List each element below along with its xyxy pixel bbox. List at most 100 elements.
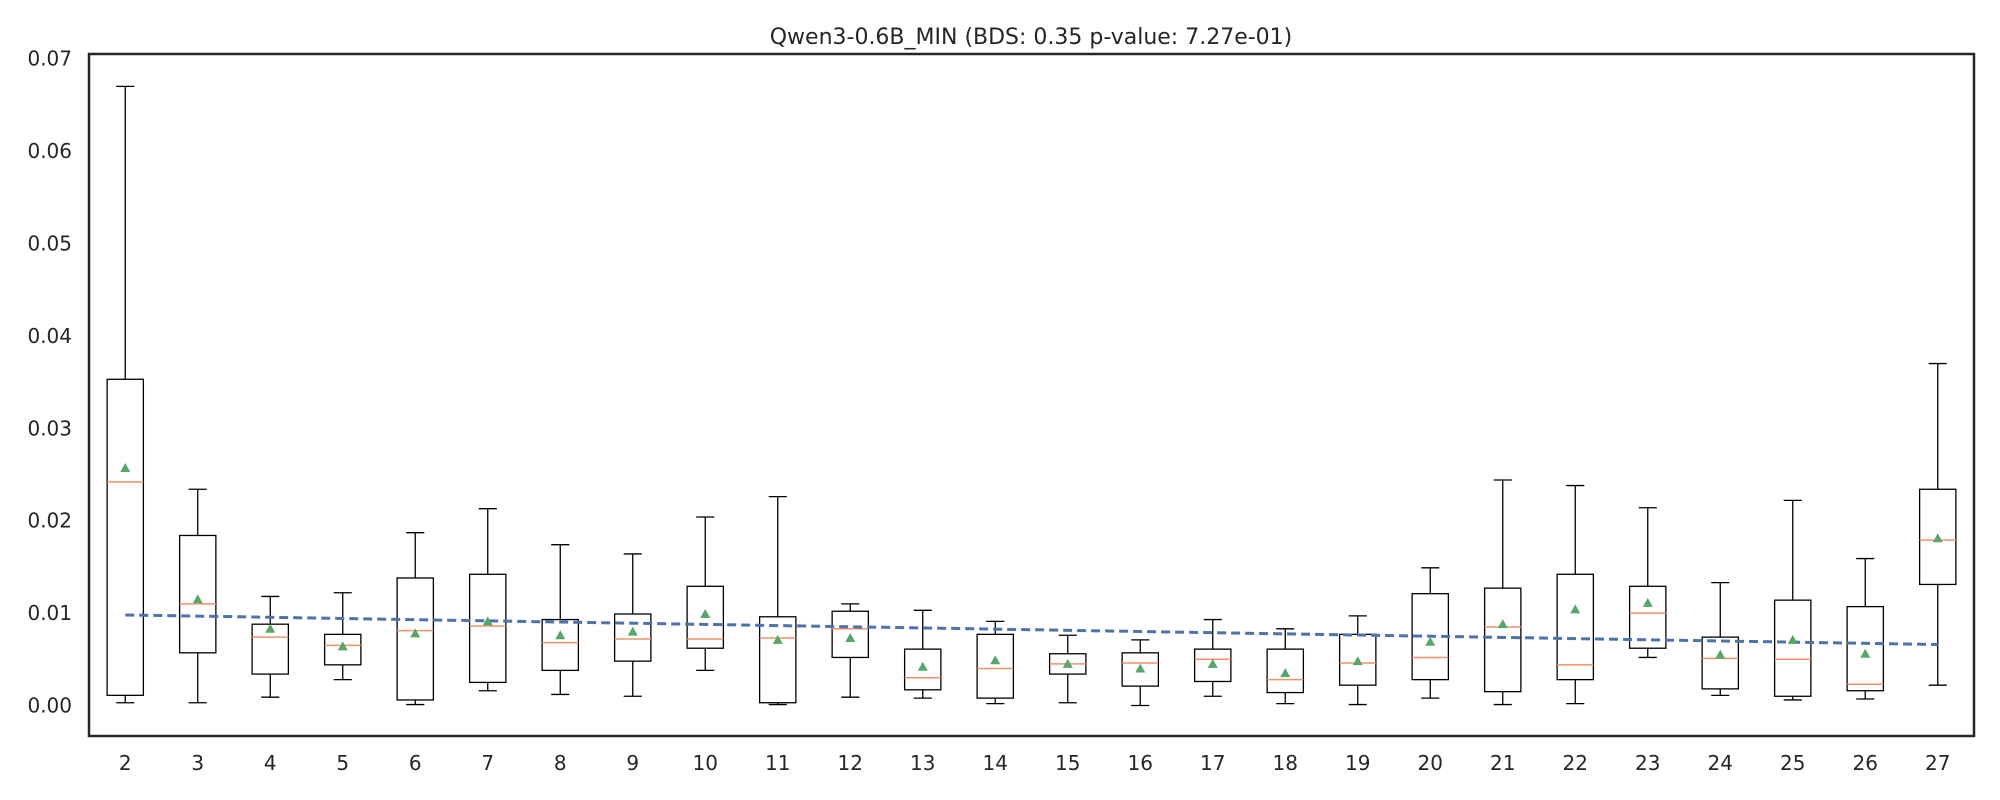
mean-marker	[192, 594, 203, 604]
box-body	[758, 616, 797, 704]
box-9	[613, 553, 652, 697]
x-tick-label: 21	[1490, 751, 1515, 775]
y-tick-label: 0.06	[27, 139, 72, 163]
box-11	[758, 496, 797, 706]
mean-marker	[1787, 634, 1798, 644]
box-body	[1918, 488, 1957, 586]
x-tick-label: 13	[910, 751, 935, 775]
box-12	[831, 603, 870, 698]
box-5	[323, 592, 362, 681]
boxes-layer	[106, 85, 1957, 707]
mean-marker	[1715, 649, 1726, 659]
mean-marker	[845, 633, 856, 643]
mean-marker	[1497, 619, 1508, 629]
x-tick-label: 9	[626, 751, 639, 775]
box-27	[1918, 362, 1957, 686]
box-body	[1483, 587, 1522, 693]
x-tick-label: 23	[1635, 751, 1660, 775]
mean-marker	[555, 630, 566, 640]
x-tick-label: 18	[1273, 751, 1298, 775]
y-tick-label: 0.07	[27, 47, 72, 71]
y-tick-label: 0.00	[27, 694, 72, 718]
box-body	[976, 633, 1015, 699]
mean-marker	[1352, 656, 1363, 666]
x-tick-label: 26	[1853, 751, 1878, 775]
x-tick-label: 4	[264, 751, 277, 775]
box-8	[541, 544, 580, 696]
mean-marker	[1062, 658, 1073, 668]
x-tick-label: 11	[765, 751, 790, 775]
x-tick-label: 6	[409, 751, 422, 775]
x-tick-label: 16	[1128, 751, 1153, 775]
box-body	[831, 610, 870, 659]
box-body	[903, 648, 942, 691]
mean-marker	[772, 634, 783, 644]
box-10	[686, 516, 725, 672]
box-body	[178, 534, 217, 654]
box-18	[1266, 628, 1305, 705]
x-tick-label: 15	[1055, 751, 1080, 775]
mean-marker	[1207, 658, 1218, 668]
box-3	[178, 488, 217, 704]
box-26	[1846, 557, 1885, 700]
chart-title: Qwen3-0.6B_MIN (BDS: 0.35 p-value: 7.27e…	[770, 25, 1293, 50]
mean-marker	[482, 616, 493, 626]
y-tick-label: 0.04	[27, 324, 72, 348]
box-6	[396, 532, 435, 706]
x-tick-label: 22	[1563, 751, 1588, 775]
mean-marker	[1570, 604, 1581, 614]
box-body	[1121, 652, 1160, 687]
box-body	[106, 378, 145, 696]
box-body	[468, 573, 507, 684]
plot-area-frame	[87, 52, 1976, 738]
trend-line	[125, 613, 1938, 647]
x-tick-label: 14	[983, 751, 1008, 775]
box-22	[1556, 484, 1595, 705]
x-tick-label: 3	[191, 751, 204, 775]
box-14	[976, 620, 1015, 705]
x-tick-label: 20	[1418, 751, 1443, 775]
box-body	[1556, 573, 1595, 681]
means-layer	[120, 463, 1943, 678]
mean-marker	[1642, 597, 1653, 607]
box-24	[1701, 581, 1740, 696]
box-body	[541, 618, 580, 672]
mean-marker	[337, 641, 348, 651]
x-tick-label: 2	[119, 751, 132, 775]
mean-marker	[1932, 533, 1943, 543]
box-body	[396, 577, 435, 701]
box-body	[686, 585, 725, 649]
x-tick-label: 5	[336, 751, 349, 775]
mean-marker	[627, 626, 638, 636]
box-body	[1193, 648, 1232, 683]
y-tick-label: 0.05	[27, 231, 72, 255]
x-axis: 2 3 4 5 6 7 8 9 10 11 12 13 14 15 16 17 18 19 20 21 22 23 24 25…	[119, 751, 1951, 775]
trend-layer	[125, 613, 1938, 647]
x-tick-label: 10	[693, 751, 718, 775]
mean-marker	[990, 655, 1001, 665]
x-tick-label: 12	[838, 751, 863, 775]
box-body	[1773, 599, 1812, 697]
mean-marker	[700, 609, 711, 619]
box-body	[1846, 605, 1885, 692]
x-tick-label: 7	[481, 751, 494, 775]
y-axis: 0.00 0.01 0.02 0.03 0.04 0.05 0.06 0.07	[27, 47, 72, 718]
box-2	[106, 85, 145, 704]
y-tick-label: 0.03	[27, 416, 72, 440]
y-tick-label: 0.01	[27, 601, 72, 625]
box-body	[1266, 648, 1305, 694]
mean-marker	[1280, 668, 1291, 678]
box-23	[1628, 507, 1667, 659]
x-tick-label: 19	[1345, 751, 1370, 775]
box-body	[1701, 636, 1740, 690]
y-tick-label: 0.02	[27, 509, 72, 533]
x-tick-label: 27	[1925, 751, 1950, 775]
x-tick-label: 25	[1780, 751, 1805, 775]
box-body	[1628, 585, 1667, 649]
box-16	[1121, 639, 1160, 707]
box-20	[1411, 567, 1450, 699]
box-13	[903, 609, 942, 699]
mean-marker	[265, 623, 276, 633]
x-tick-label: 8	[554, 751, 567, 775]
